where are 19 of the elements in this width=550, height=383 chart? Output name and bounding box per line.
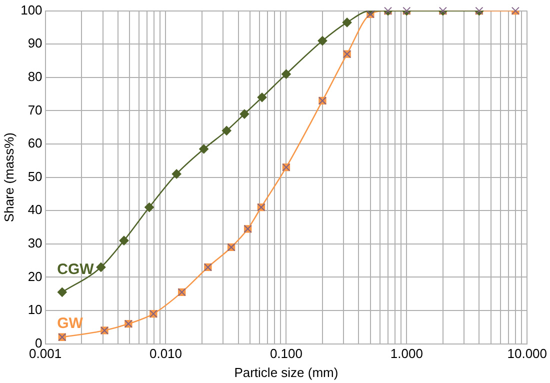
y-tick-label: 80: [28, 68, 42, 84]
x-axis-title: Particle size (mm): [234, 364, 338, 380]
y-tick-label: 90: [28, 36, 42, 51]
y-tick-label: 60: [28, 136, 42, 151]
y-tick-label: 30: [28, 235, 42, 250]
x-tick-label: 0.010: [149, 346, 182, 362]
x-tick-label: 1.000: [390, 346, 423, 362]
x-tick-label: 10.000: [507, 346, 547, 362]
series-label: GW: [57, 314, 84, 332]
x-tick-label: 0.100: [270, 346, 302, 362]
series-label: CGW: [57, 260, 95, 278]
y-tick-label: 70: [28, 102, 42, 118]
y-tick-label: 40: [28, 202, 42, 218]
y-tick-label: 0: [35, 335, 42, 350]
y-axis-title: Share (mass%): [1, 132, 16, 222]
y-tick-label: 10: [28, 302, 42, 318]
y-tick-label: 100: [20, 2, 42, 18]
y-tick-label: 20: [28, 268, 42, 284]
y-tick-label: 50: [28, 168, 42, 184]
